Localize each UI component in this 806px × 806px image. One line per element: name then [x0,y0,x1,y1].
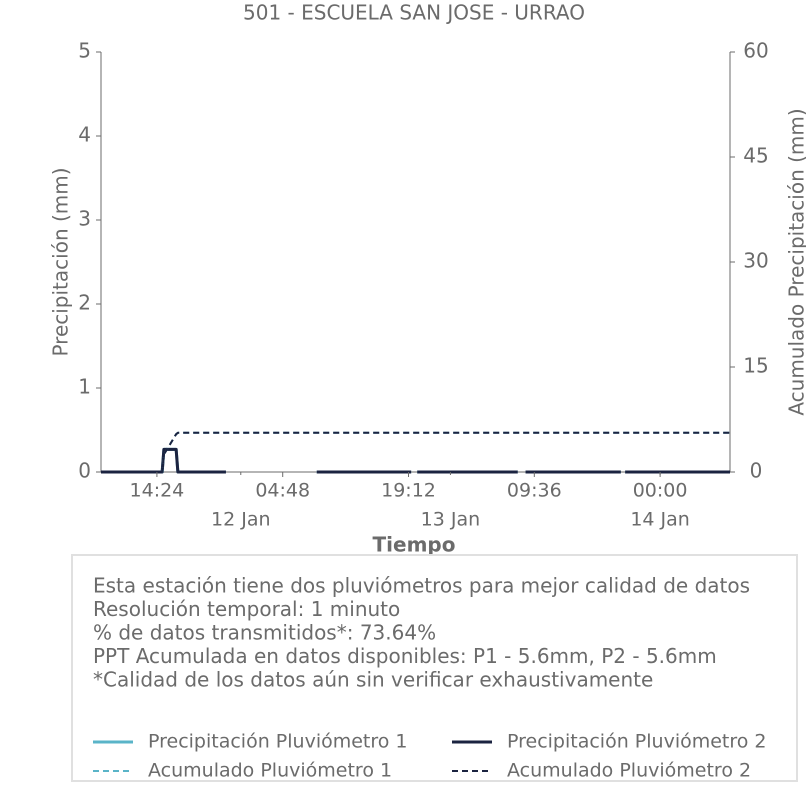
y2-tick-label: 45 [743,144,768,168]
x-date-label: 14 Jan [630,509,690,531]
y2-tick-label: 15 [743,354,768,378]
note: PPT Acumulada en datos disponibles: P1 -… [93,644,717,668]
y-tick-label: 2 [78,291,91,315]
legend-label: Acumulado Pluviómetro 1 [148,760,392,782]
y-tick-label: 4 [78,123,91,147]
x-tick-label: 19:12 [381,480,436,502]
x-tick-label: 14:24 [130,480,185,502]
y2-tick-label: 60 [743,39,768,63]
series-line [101,431,730,473]
y-tick-label: 0 [78,459,91,483]
legend-label: Acumulado Pluviómetro 2 [507,760,751,782]
legend-box [71,554,798,782]
y-tick-label: 1 [78,375,91,399]
x-tick-label: 09:36 [507,480,562,502]
y-tick-label: 3 [78,207,91,231]
y-axis-label: Precipitación (mm) [49,167,73,356]
x-tick-label: 04:48 [255,480,310,502]
note: Esta estación tiene dos pluviómetros par… [93,574,750,598]
x-tick-label: 00:00 [633,480,688,502]
y-tick-label: 5 [78,39,91,63]
y2-axis-label: Acumulado Precipitación (mm) [785,108,806,415]
chart-title: 501 - ESCUELA SAN JOSE - URRAO [243,1,585,25]
y2-tick-label: 0 [750,459,763,483]
x-axis-label: Tiempo [373,533,456,557]
x-date-label: 12 Jan [211,509,271,531]
legend-label: Precipitación Pluviómetro 1 [148,731,408,753]
series-line [101,447,730,474]
series-line [101,447,730,474]
x-date-label: 13 Jan [421,509,481,531]
note: Resolución temporal: 1 minuto [93,597,400,621]
legend-label: Precipitación Pluviómetro 2 [507,731,767,753]
series-line [101,431,730,473]
note: % de datos transmitidos*: 73.64% [93,621,436,645]
note: *Calidad de los datos aún sin verificar … [93,668,653,692]
y2-tick-label: 30 [743,249,768,273]
